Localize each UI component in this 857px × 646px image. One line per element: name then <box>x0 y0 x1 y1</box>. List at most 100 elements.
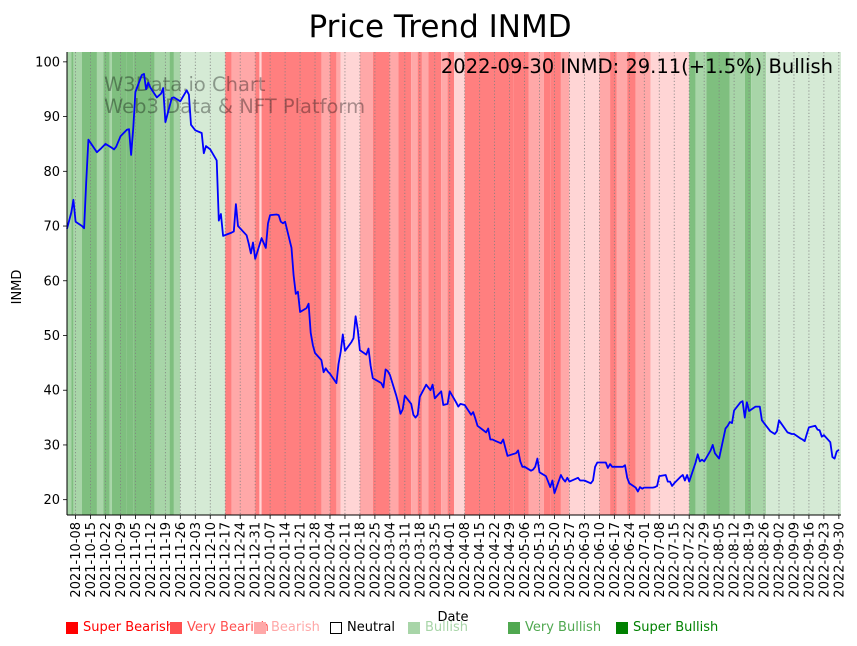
sentiment-band-bearish <box>635 52 651 515</box>
legend-item-very-bullish: Very Bullish <box>508 620 601 635</box>
sentiment-band-very-bearish <box>225 52 232 515</box>
legend-item-super-bullish: Super Bullish <box>616 620 718 635</box>
x-tick-label: 2022-07-22 <box>683 522 698 598</box>
legend-item-very-bearish: Very Bearish <box>170 620 269 635</box>
watermark-line-2: Web3 Data & NFT Platform <box>104 95 365 118</box>
sentiment-band-slightly-bearish <box>650 52 690 515</box>
sentiment-band-bullish <box>96 52 104 515</box>
sentiment-band-very-bullish <box>126 52 134 515</box>
legend-item-bullish: Bullish <box>408 620 468 635</box>
x-tick-label: 2022-01-07 <box>264 522 279 598</box>
x-tick-label: 2021-10-29 <box>114 522 129 598</box>
x-tick-label: 2022-09-02 <box>772 522 787 598</box>
y-tick-label: 30 <box>43 438 60 453</box>
x-tick-label: 2022-05-13 <box>533 522 548 598</box>
x-tick-label: 2021-10-22 <box>99 522 114 598</box>
sentiment-band-very-bullish <box>744 52 752 515</box>
legend-label: Very Bullish <box>525 620 602 635</box>
sentiment-band-slightly-bullish <box>766 52 841 515</box>
x-tick-label: 2022-02-11 <box>338 522 353 598</box>
y-tick-label: 20 <box>43 493 60 508</box>
legend-swatch-icon <box>508 621 520 634</box>
sentiment-band-very-bullish <box>81 52 97 515</box>
legend-label: Super Bearish <box>83 620 175 635</box>
sentiment-band-very-bullish <box>111 52 127 515</box>
y-tick-label: 70 <box>43 220 60 235</box>
sentiment-band-bearish <box>231 52 256 515</box>
legend-swatch-icon <box>408 621 420 634</box>
x-tick-label: 2021-11-26 <box>174 522 189 598</box>
sentiment-band-bullish <box>109 52 112 515</box>
x-tick-label: 2022-05-20 <box>548 522 563 598</box>
sentiment-band-bearish <box>616 52 628 515</box>
sentiment-band-very-bearish <box>543 52 551 515</box>
axes <box>66 52 841 516</box>
x-tick-label: 2022-01-28 <box>309 522 324 598</box>
x-tick-label: 2022-09-16 <box>802 522 817 598</box>
sentiment-band-bullish <box>729 52 745 515</box>
x-tick-label: 2022-08-05 <box>713 522 728 598</box>
sentiment-band-bearish <box>599 52 611 515</box>
sentiment-band-slightly-bearish <box>454 52 465 515</box>
legend-label: Super Bullish <box>633 620 719 635</box>
latest-price-annotation: 2022-09-30 INMD: 29.11(+1.5%) Bullish <box>441 55 833 78</box>
sentiment-band-very-bearish <box>627 52 636 515</box>
sentiment-band-bullish <box>154 52 170 515</box>
x-tick-label: 2022-08-12 <box>728 522 743 598</box>
sentiment-band-bearish <box>560 52 570 515</box>
x-tick-label: 2022-08-19 <box>743 522 758 598</box>
sentiment-band-very-bearish <box>550 52 561 515</box>
x-tick-label: 2022-07-08 <box>653 522 668 598</box>
y-axis-ticks: 20 30 40 50 60 70 80 90 100 <box>35 55 67 508</box>
y-tick-label: 40 <box>43 384 60 399</box>
x-tick-label: 2022-03-25 <box>428 522 443 598</box>
x-tick-label: 2022-08-26 <box>758 522 773 598</box>
legend-item-super-bearish: Super Bearish <box>66 620 174 635</box>
sentiment-band-slightly-bearish <box>259 52 262 515</box>
x-tick-label: 2021-11-19 <box>159 522 174 598</box>
x-tick-label: 2022-09-30 <box>832 522 847 598</box>
sentiment-band-bearish <box>389 52 399 515</box>
x-tick-label: 2021-12-24 <box>234 522 249 598</box>
legend-swatch-icon <box>66 621 78 634</box>
sentiment-bands <box>67 52 841 515</box>
series-line-inmd <box>66 73 840 494</box>
x-tick-label: 2022-06-03 <box>578 522 593 598</box>
x-tick-label: 2021-11-05 <box>129 522 144 598</box>
x-tick-label: 2022-03-11 <box>398 522 413 598</box>
x-tick-label: 2021-12-17 <box>219 522 234 598</box>
x-tick-label: 2021-11-12 <box>144 522 159 598</box>
x-tick-label: 2021-12-10 <box>204 522 219 598</box>
x-tick-label: 2022-07-01 <box>638 522 653 598</box>
x-tick-label: 2022-06-17 <box>608 522 623 598</box>
legend-label: Bearish <box>271 620 320 635</box>
sentiment-band-very-bullish <box>71 52 74 515</box>
y-axis-label: INMD <box>10 270 25 305</box>
x-tick-label: 2021-10-15 <box>84 522 99 598</box>
sentiment-band-bearish <box>421 52 429 515</box>
sentiment-band-very-bearish <box>261 52 322 515</box>
sentiment-band-bullish <box>173 52 181 515</box>
sentiment-band-bullish <box>67 52 72 515</box>
sentiment-band-bullish <box>751 52 767 515</box>
sentiment-band-very-bearish <box>464 52 514 515</box>
x-tick-label: 2021-10-08 <box>69 522 84 598</box>
x-tick-label: 2022-04-08 <box>458 522 473 598</box>
x-tick-label: 2022-04-29 <box>503 522 518 598</box>
x-tick-label: 2021-12-03 <box>189 522 204 598</box>
x-tick-label: 2022-01-21 <box>294 522 309 598</box>
x-tick-label: 2022-02-04 <box>323 522 338 598</box>
sentiment-band-very-bullish <box>133 52 155 515</box>
sentiment-band-bullish <box>695 52 707 515</box>
legend-item-bearish: Bearish <box>254 620 320 635</box>
legend-label: Bullish <box>425 620 469 635</box>
x-tick-label: 2022-03-04 <box>383 522 398 598</box>
x-tick-label: 2022-07-29 <box>698 522 713 598</box>
sentiment-band-very-bearish <box>329 52 337 515</box>
sentiment-band-bearish <box>441 52 448 515</box>
x-tick-label: 2022-03-18 <box>413 522 428 598</box>
y-tick-label: 50 <box>43 329 60 344</box>
y-tick-label: 80 <box>43 165 60 180</box>
x-tick-label: 2022-07-15 <box>668 522 683 598</box>
